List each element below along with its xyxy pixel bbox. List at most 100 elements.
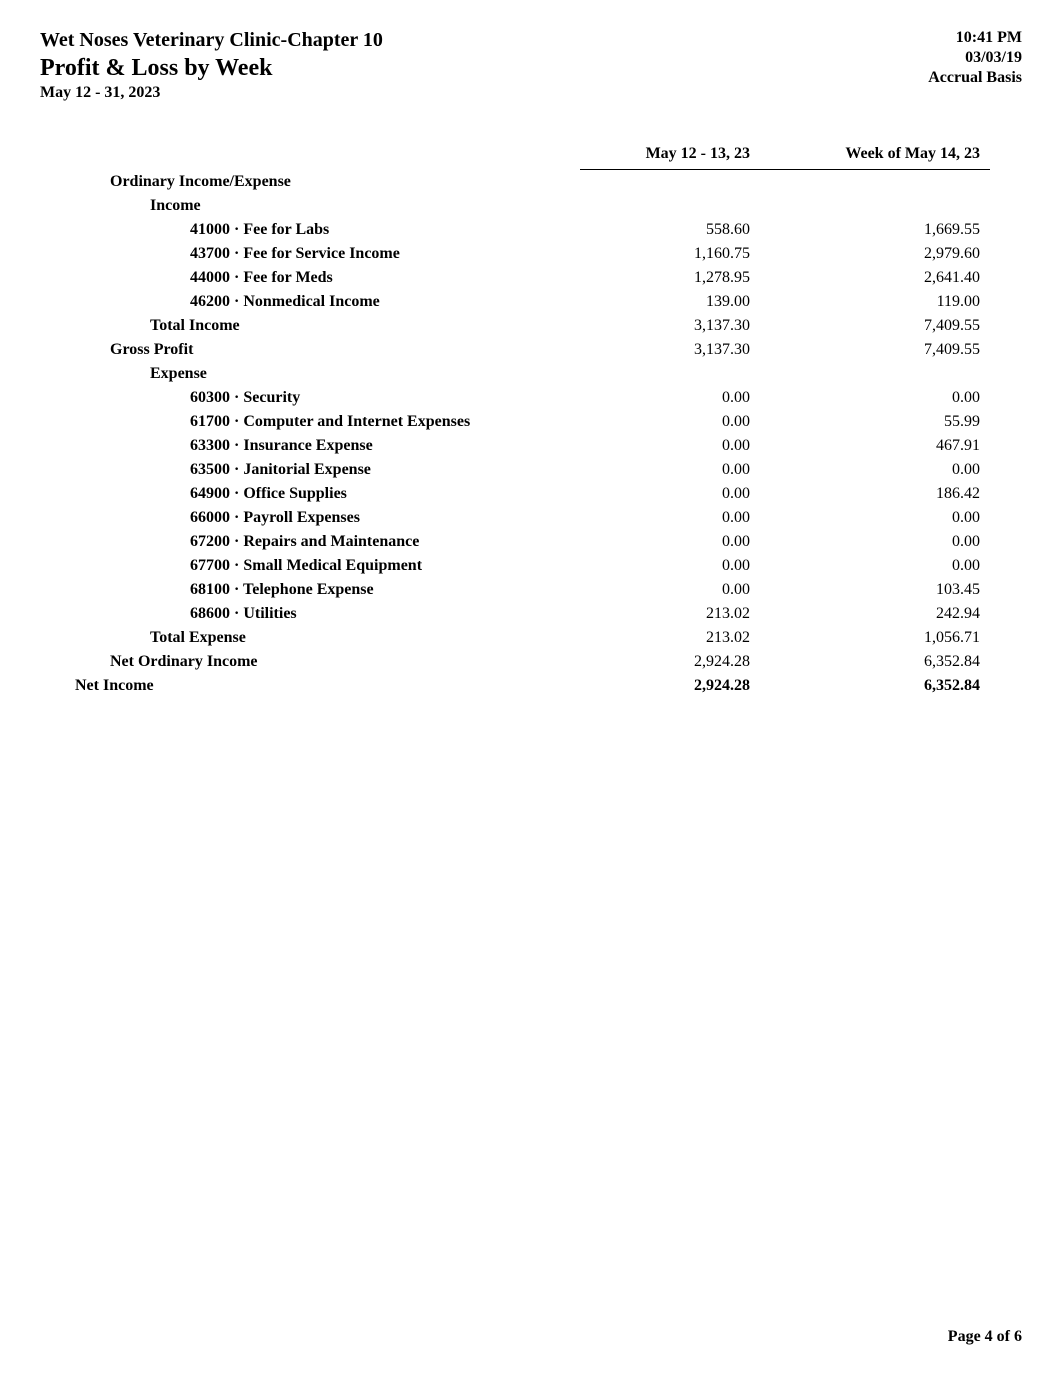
row-value-2: 103.45 — [760, 578, 990, 602]
report-basis: Accrual Basis — [928, 68, 1022, 88]
row-value-2: 1,669.55 — [760, 218, 990, 242]
row-pad — [990, 170, 1022, 194]
table-header-col2: Week of May 14, 23 — [760, 141, 990, 170]
table-row: 64900 · Office Supplies0.00186.42 — [40, 482, 1022, 506]
row-value-2: 7,409.55 — [760, 314, 990, 338]
row-value-1: 0.00 — [580, 458, 760, 482]
row-label: 43700 · Fee for Service Income — [40, 242, 580, 266]
row-value-1: 558.60 — [580, 218, 760, 242]
table-row: Net Ordinary Income2,924.286,352.84 — [40, 650, 1022, 674]
row-label: 67200 · Repairs and Maintenance — [40, 530, 580, 554]
table-row: 67200 · Repairs and Maintenance0.000.00 — [40, 530, 1022, 554]
report-header-right: 10:41 PM 03/03/19 Accrual Basis — [928, 28, 1022, 88]
report-date: 03/03/19 — [928, 48, 1022, 68]
row-value-1: 0.00 — [580, 482, 760, 506]
row-value-2: 0.00 — [760, 530, 990, 554]
row-value-2: 6,352.84 — [760, 674, 990, 698]
table-header-blank — [40, 141, 580, 170]
report-table-wrap: May 12 - 13, 23 Week of May 14, 23 Ordin… — [40, 141, 1022, 698]
row-pad — [990, 410, 1022, 434]
row-pad — [990, 434, 1022, 458]
row-label: Income — [40, 194, 580, 218]
row-label: 63500 · Janitorial Expense — [40, 458, 580, 482]
table-row: 46200 · Nonmedical Income139.00119.00 — [40, 290, 1022, 314]
row-pad — [990, 218, 1022, 242]
row-pad — [990, 530, 1022, 554]
row-value-1: 0.00 — [580, 386, 760, 410]
row-value-2: 1,056.71 — [760, 626, 990, 650]
table-row: Net Income2,924.286,352.84 — [40, 674, 1022, 698]
row-value-1: 213.02 — [580, 602, 760, 626]
row-value-1 — [580, 362, 760, 386]
row-pad — [990, 242, 1022, 266]
row-value-1: 0.00 — [580, 506, 760, 530]
table-row: 68100 · Telephone Expense0.00103.45 — [40, 578, 1022, 602]
row-value-2: 0.00 — [760, 554, 990, 578]
row-pad — [990, 650, 1022, 674]
row-label: Expense — [40, 362, 580, 386]
row-pad — [990, 194, 1022, 218]
row-label: 61700 · Computer and Internet Expenses — [40, 410, 580, 434]
row-value-2: 0.00 — [760, 506, 990, 530]
table-row: 66000 · Payroll Expenses0.000.00 — [40, 506, 1022, 530]
row-label: 68100 · Telephone Expense — [40, 578, 580, 602]
row-value-2 — [760, 170, 990, 194]
row-pad — [990, 386, 1022, 410]
table-row: Income — [40, 194, 1022, 218]
row-value-1: 3,137.30 — [580, 338, 760, 362]
table-row: 61700 · Computer and Internet Expenses0.… — [40, 410, 1022, 434]
table-row: 60300 · Security0.000.00 — [40, 386, 1022, 410]
row-value-1: 1,278.95 — [580, 266, 760, 290]
table-row: 43700 · Fee for Service Income1,160.752,… — [40, 242, 1022, 266]
row-value-2: 242.94 — [760, 602, 990, 626]
row-pad — [990, 338, 1022, 362]
table-header-pad — [990, 141, 1022, 170]
row-label: Gross Profit — [40, 338, 580, 362]
row-value-2: 2,979.60 — [760, 242, 990, 266]
table-row: Total Income3,137.307,409.55 — [40, 314, 1022, 338]
row-label: 41000 · Fee for Labs — [40, 218, 580, 242]
row-value-1: 213.02 — [580, 626, 760, 650]
row-pad — [990, 362, 1022, 386]
row-label: Total Expense — [40, 626, 580, 650]
report-header: Wet Noses Veterinary Clinic-Chapter 10 P… — [40, 28, 1022, 103]
report-title: Profit & Loss by Week — [40, 53, 383, 83]
row-pad — [990, 602, 1022, 626]
row-label: Total Income — [40, 314, 580, 338]
table-row: 63500 · Janitorial Expense0.000.00 — [40, 458, 1022, 482]
row-label: Net Income — [40, 674, 580, 698]
row-value-2 — [760, 362, 990, 386]
report-time: 10:41 PM — [928, 28, 1022, 48]
page-footer: Page 4 of 6 — [948, 1328, 1022, 1346]
table-row: Gross Profit3,137.307,409.55 — [40, 338, 1022, 362]
row-value-2: 467.91 — [760, 434, 990, 458]
row-value-1: 0.00 — [580, 554, 760, 578]
report-page: Wet Noses Veterinary Clinic-Chapter 10 P… — [0, 0, 1062, 1376]
row-pad — [990, 314, 1022, 338]
row-value-1: 1,160.75 — [580, 242, 760, 266]
row-value-1: 0.00 — [580, 410, 760, 434]
row-value-2: 119.00 — [760, 290, 990, 314]
row-label: Ordinary Income/Expense — [40, 170, 580, 194]
table-row: 68600 · Utilities213.02242.94 — [40, 602, 1022, 626]
row-label: 67700 · Small Medical Equipment — [40, 554, 580, 578]
row-value-1 — [580, 170, 760, 194]
row-label: 44000 · Fee for Meds — [40, 266, 580, 290]
row-pad — [990, 290, 1022, 314]
row-label: 64900 · Office Supplies — [40, 482, 580, 506]
row-value-2: 0.00 — [760, 458, 990, 482]
row-value-1: 0.00 — [580, 434, 760, 458]
row-value-2: 186.42 — [760, 482, 990, 506]
table-header-row: May 12 - 13, 23 Week of May 14, 23 — [40, 141, 1022, 170]
row-pad — [990, 506, 1022, 530]
row-value-2: 7,409.55 — [760, 338, 990, 362]
row-pad — [990, 578, 1022, 602]
report-period: May 12 - 31, 2023 — [40, 83, 383, 103]
row-value-1: 0.00 — [580, 530, 760, 554]
row-label: 66000 · Payroll Expenses — [40, 506, 580, 530]
row-value-1: 3,137.30 — [580, 314, 760, 338]
row-value-2 — [760, 194, 990, 218]
row-label: 60300 · Security — [40, 386, 580, 410]
report-table-body: Ordinary Income/ExpenseIncome41000 · Fee… — [40, 170, 1022, 698]
row-value-2: 6,352.84 — [760, 650, 990, 674]
